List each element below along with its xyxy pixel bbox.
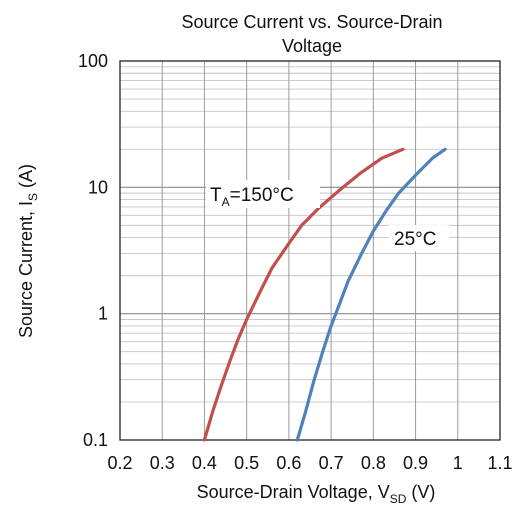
- x-tick-label: 1: [453, 453, 463, 473]
- y-tick-label: 10: [88, 177, 108, 197]
- series-line-0: [202, 147, 405, 442]
- annotations: TA=150°C 25°C: [206, 180, 449, 251]
- x-axis-label: Source-Drain Voltage, VSD (V): [197, 482, 436, 506]
- x-tick-label: 0.2: [107, 453, 132, 473]
- x-tick-label: 0.4: [192, 453, 217, 473]
- x-tick-label: 0.7: [319, 453, 344, 473]
- chart-title-line-1: Source Current vs. Source-Drain: [181, 12, 442, 32]
- y-tick-label: 1: [98, 304, 108, 324]
- series-layer: [202, 147, 447, 442]
- chart-title-line-2: Voltage: [282, 36, 342, 56]
- x-tick-label: 0.3: [150, 453, 175, 473]
- series-line-1: [295, 147, 447, 442]
- x-tick-label: 0.8: [361, 453, 386, 473]
- y-tick-label: 0.1: [83, 430, 108, 450]
- annotation-150c: TA=150°C: [210, 185, 294, 209]
- x-tick-label: 0.9: [403, 453, 428, 473]
- y-tick-label: 100: [78, 51, 108, 71]
- annotation-150c-background: [206, 180, 320, 208]
- x-tick-label: 0.6: [276, 453, 301, 473]
- y-axis-ticks: 0.1 1 10 100: [78, 51, 108, 450]
- annotation-25c: 25°C: [394, 229, 436, 250]
- y-axis-label: Source Current, IS (A): [16, 164, 40, 338]
- x-tick-label: 1.1: [487, 453, 512, 473]
- annotation-25c-background: [389, 225, 449, 251]
- x-tick-label: 0.5: [234, 453, 259, 473]
- plot-frame: [119, 60, 501, 441]
- x-axis-ticks: 0.2 0.3 0.4 0.5 0.6 0.7 0.8 0.9 1 1.1: [107, 453, 512, 473]
